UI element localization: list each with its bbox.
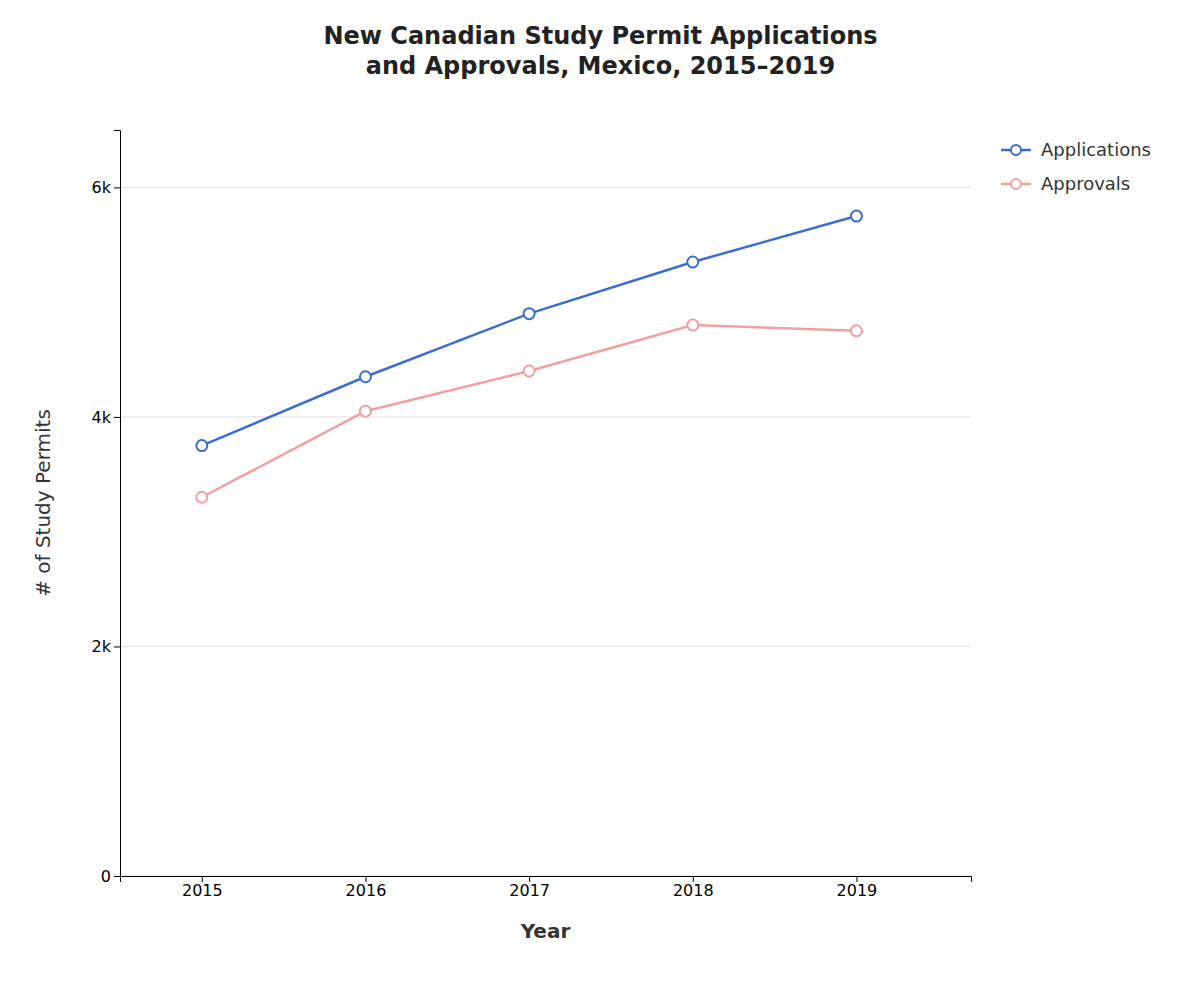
y-tick-label: 0 — [101, 867, 111, 886]
x-tick-label: 2018 — [673, 881, 714, 900]
y-tick: 4k — [92, 408, 120, 427]
chart: New Canadian Study Permit Applicationsan… — [0, 0, 1201, 986]
x-tick: 2015 — [182, 876, 223, 900]
series — [196, 211, 862, 452]
x-tick: 2019 — [837, 876, 878, 900]
legend-marker — [1011, 145, 1021, 155]
series-point — [524, 308, 535, 319]
y-tick: 0 — [101, 867, 120, 886]
legend-label: Applications — [1041, 139, 1151, 160]
x-tick-label: 2016 — [346, 881, 387, 900]
series-point — [687, 256, 698, 267]
series-point — [851, 211, 862, 222]
y-tick-mark — [114, 417, 120, 418]
title-line: and Approvals, Mexico, 2015–2019 — [366, 52, 836, 80]
y-tick: 6k — [92, 178, 120, 197]
series-line — [202, 216, 857, 446]
x-axis: 2015 2016 2017 2018 2019 — [121, 876, 972, 900]
title-line: New Canadian Study Permit Applications — [323, 22, 877, 50]
x-tick: 2016 — [346, 876, 387, 900]
series-point — [360, 371, 371, 382]
series-point — [851, 325, 862, 336]
legend: Applications Approvals — [1001, 139, 1151, 194]
y-axis-title: # of Study Permits — [31, 409, 55, 597]
legend-marker — [1011, 179, 1021, 189]
series-point — [196, 492, 207, 503]
grid-line — [120, 646, 971, 647]
y-tick-label: 4k — [92, 408, 112, 427]
y-tick: 2k — [92, 637, 120, 656]
legend-item: Approvals — [1001, 173, 1130, 194]
series-point — [524, 366, 535, 377]
y-tick-mark — [114, 646, 120, 647]
series-point — [360, 406, 371, 417]
x-tick-label: 2017 — [509, 881, 550, 900]
series-line — [202, 325, 857, 497]
x-tick: 2017 — [509, 876, 550, 900]
x-axis-title: Year — [520, 919, 571, 943]
title: New Canadian Study Permit Applicationsan… — [323, 22, 877, 80]
y-axis: 0 2k 4k 6k — [92, 131, 121, 886]
y-axis-line — [114, 131, 121, 877]
y-tick-label: 2k — [92, 637, 112, 656]
y-tick-mark — [114, 187, 120, 188]
series-point — [196, 440, 207, 451]
y-tick-mark — [114, 876, 120, 877]
grid-line — [120, 187, 971, 188]
grid — [120, 187, 971, 876]
plot: 2015 2016 2017 2018 2019 0 2k 4k 6k Year # of Stud… — [31, 131, 1151, 944]
x-tick-label: 2015 — [182, 881, 223, 900]
legend-item: Applications — [1001, 139, 1151, 160]
legend-label: Approvals — [1041, 173, 1130, 194]
series — [196, 320, 862, 503]
marks — [196, 211, 862, 503]
x-tick-label: 2019 — [837, 881, 878, 900]
grid-line — [120, 416, 971, 417]
x-tick: 2018 — [673, 876, 714, 900]
series-point — [687, 320, 698, 331]
y-tick-label: 6k — [92, 178, 112, 197]
